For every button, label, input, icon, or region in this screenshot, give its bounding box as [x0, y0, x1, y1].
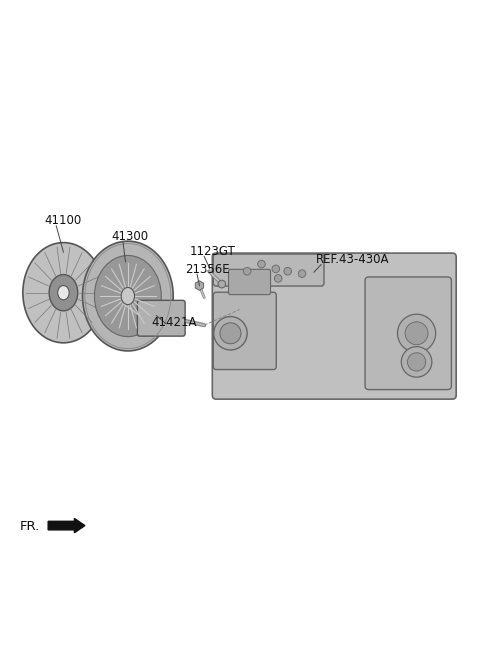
- FancyBboxPatch shape: [137, 300, 185, 336]
- Circle shape: [218, 281, 226, 288]
- Circle shape: [275, 275, 282, 283]
- Ellipse shape: [23, 242, 104, 343]
- Circle shape: [214, 317, 247, 350]
- Text: 41421A: 41421A: [152, 316, 197, 329]
- Circle shape: [258, 260, 265, 268]
- FancyArrow shape: [48, 518, 85, 533]
- Ellipse shape: [121, 288, 134, 305]
- Text: 41300: 41300: [111, 230, 148, 243]
- Ellipse shape: [83, 241, 173, 351]
- Ellipse shape: [220, 323, 241, 344]
- Text: FR.: FR.: [20, 520, 40, 533]
- Text: REF.43-430A: REF.43-430A: [316, 253, 390, 265]
- Ellipse shape: [49, 275, 78, 311]
- Text: 41100: 41100: [44, 214, 82, 227]
- FancyBboxPatch shape: [212, 253, 456, 399]
- Circle shape: [401, 347, 432, 377]
- Ellipse shape: [58, 286, 69, 300]
- Circle shape: [298, 270, 306, 277]
- Circle shape: [272, 265, 280, 273]
- Text: 21356E: 21356E: [185, 263, 230, 276]
- Circle shape: [408, 353, 426, 371]
- FancyBboxPatch shape: [365, 277, 451, 390]
- Circle shape: [405, 322, 428, 345]
- FancyBboxPatch shape: [213, 254, 324, 286]
- FancyBboxPatch shape: [213, 292, 276, 369]
- Ellipse shape: [95, 256, 161, 336]
- Circle shape: [284, 267, 291, 275]
- Text: 1123GT: 1123GT: [190, 244, 236, 258]
- FancyBboxPatch shape: [228, 269, 271, 294]
- Circle shape: [397, 314, 436, 352]
- Circle shape: [243, 267, 251, 275]
